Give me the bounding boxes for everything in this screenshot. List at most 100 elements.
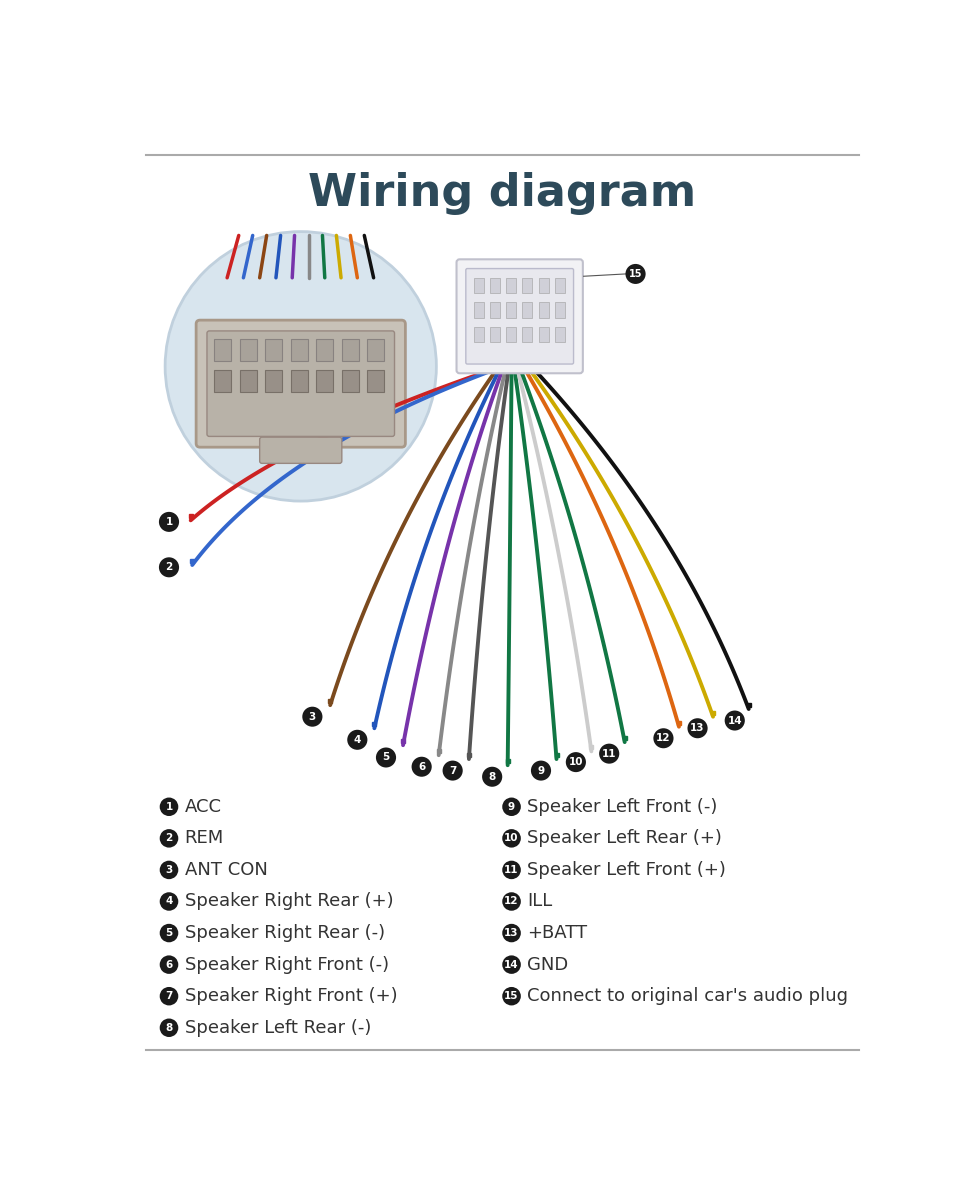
FancyBboxPatch shape [260, 437, 342, 464]
Text: 7: 7 [166, 992, 172, 1001]
Bar [291, 371, 308, 392]
Text: 12: 12 [657, 733, 670, 744]
Text: 8: 8 [166, 1023, 172, 1032]
Text: 9: 9 [508, 802, 515, 812]
Bar [239, 340, 257, 361]
Bar [506, 327, 516, 342]
Text: 6: 6 [166, 960, 172, 969]
Bar [473, 327, 484, 342]
Bar [539, 327, 549, 342]
Circle shape [160, 987, 178, 1005]
Text: Speaker Left Front (+): Speaker Left Front (+) [527, 861, 726, 879]
Text: 3: 3 [309, 712, 316, 721]
Text: 1: 1 [166, 517, 172, 527]
FancyBboxPatch shape [457, 260, 583, 373]
Bar [555, 278, 565, 293]
Text: ACC: ACC [184, 797, 221, 815]
Bar [555, 303, 565, 318]
Bar [317, 371, 333, 392]
Bar [522, 303, 532, 318]
Text: 5: 5 [382, 752, 390, 763]
Text: Speaker Left Rear (-): Speaker Left Rear (-) [184, 1019, 370, 1037]
Text: +BATT: +BATT [527, 924, 587, 942]
Circle shape [724, 710, 745, 731]
Circle shape [376, 747, 396, 768]
Text: 11: 11 [505, 865, 518, 875]
Circle shape [654, 728, 673, 749]
Bar [555, 327, 565, 342]
Circle shape [160, 956, 178, 974]
Bar [473, 303, 484, 318]
Text: 4: 4 [166, 896, 172, 906]
Text: Speaker Left Rear (+): Speaker Left Rear (+) [527, 830, 722, 848]
Circle shape [165, 231, 436, 501]
Text: 1: 1 [166, 802, 172, 812]
Text: 5: 5 [166, 929, 172, 938]
Bar [506, 303, 516, 318]
Text: Connect to original car's audio plug: Connect to original car's audio plug [527, 987, 848, 1005]
Circle shape [160, 924, 178, 943]
Bar [506, 278, 516, 293]
Text: 14: 14 [505, 960, 518, 969]
Circle shape [160, 797, 178, 817]
Circle shape [160, 893, 178, 911]
Text: Speaker Right Front (+): Speaker Right Front (+) [184, 987, 397, 1005]
Bar [342, 371, 359, 392]
Bar [214, 340, 231, 361]
Text: 7: 7 [449, 765, 457, 776]
Bar [368, 340, 384, 361]
Text: 2: 2 [166, 563, 172, 572]
Text: 8: 8 [489, 771, 496, 782]
Circle shape [502, 924, 520, 943]
Text: Wiring diagram: Wiring diagram [308, 172, 697, 215]
Circle shape [160, 830, 178, 848]
Bar [266, 340, 282, 361]
Text: 10: 10 [505, 833, 518, 844]
Text: 3: 3 [166, 865, 172, 875]
Circle shape [160, 1018, 178, 1037]
Bar [214, 371, 231, 392]
Circle shape [443, 760, 463, 781]
Text: 13: 13 [690, 724, 705, 733]
Bar [317, 340, 333, 361]
Bar [490, 327, 500, 342]
Text: 9: 9 [537, 765, 545, 776]
Text: Speaker Right Front (-): Speaker Right Front (-) [184, 956, 389, 974]
Text: 12: 12 [505, 896, 518, 906]
Text: 15: 15 [629, 269, 642, 279]
FancyBboxPatch shape [207, 331, 395, 436]
Bar [342, 340, 359, 361]
Circle shape [502, 830, 520, 848]
Text: 13: 13 [505, 929, 518, 938]
Circle shape [502, 987, 520, 1005]
Circle shape [688, 719, 708, 738]
Text: Speaker Left Front (-): Speaker Left Front (-) [527, 797, 717, 815]
Text: ILL: ILL [527, 893, 553, 911]
FancyBboxPatch shape [466, 268, 573, 364]
Circle shape [502, 893, 520, 911]
Bar [539, 278, 549, 293]
Circle shape [302, 707, 322, 727]
Text: 6: 6 [418, 762, 425, 771]
Bar [490, 278, 500, 293]
Bar [266, 371, 282, 392]
Text: 4: 4 [354, 734, 361, 745]
Bar [473, 278, 484, 293]
Circle shape [502, 797, 520, 817]
Circle shape [159, 511, 179, 532]
Bar [490, 303, 500, 318]
Bar [539, 303, 549, 318]
Text: REM: REM [184, 830, 223, 848]
Circle shape [482, 766, 502, 787]
Bar [522, 278, 532, 293]
Circle shape [625, 263, 646, 284]
Circle shape [159, 558, 179, 577]
Circle shape [531, 760, 551, 781]
Circle shape [502, 861, 520, 880]
Bar [522, 327, 532, 342]
Text: Speaker Right Rear (-): Speaker Right Rear (-) [184, 924, 384, 942]
Circle shape [347, 730, 368, 750]
Bar [239, 371, 257, 392]
Circle shape [160, 861, 178, 880]
Bar [368, 371, 384, 392]
